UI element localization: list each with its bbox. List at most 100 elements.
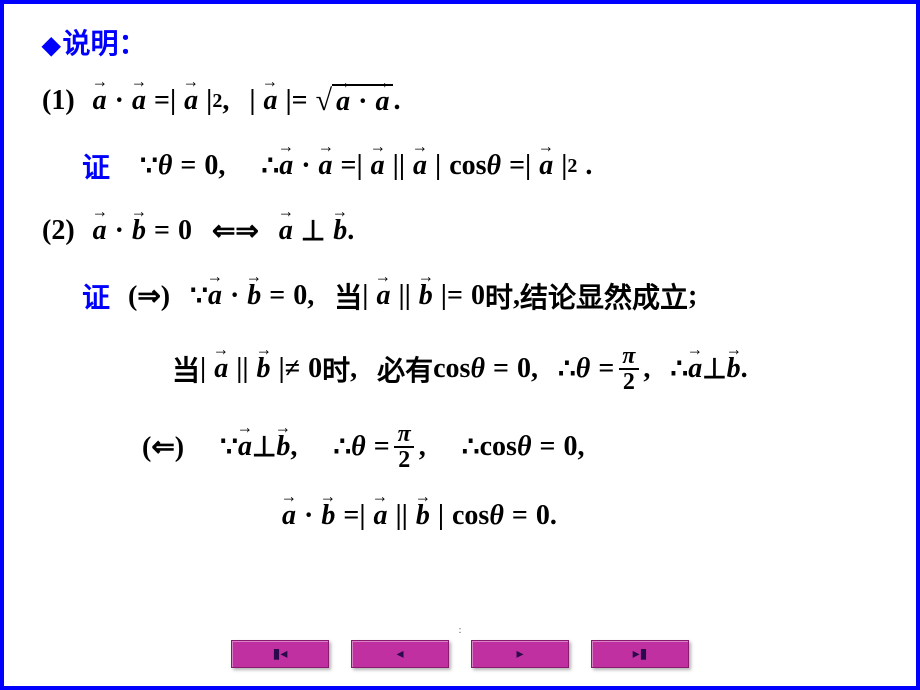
period: . xyxy=(550,500,557,532)
nav-first-button[interactable]: ▮◂ xyxy=(231,640,329,668)
cos: cos xyxy=(449,150,486,182)
theta: θ xyxy=(351,431,366,463)
dot: · xyxy=(304,500,313,532)
equals: = xyxy=(493,353,509,385)
statement-2: (2) a · b = 0 ⇐⇒ a ⊥ b . xyxy=(42,214,886,248)
sup-2: 2 xyxy=(212,90,222,113)
nav-bar: ▮◂ ◂ ▸ ▸▮ xyxy=(4,640,916,668)
item-number-2: (2) xyxy=(42,215,75,247)
zero: 0 xyxy=(178,215,192,247)
period: . xyxy=(347,215,354,247)
proof-2-back-2: a · b = | a | | b | cos θ = 0 . xyxy=(282,500,886,532)
therefore-icon: ∴ xyxy=(462,430,480,464)
equals: = xyxy=(447,280,463,312)
zero: 0 xyxy=(308,353,322,385)
vec-b: b xyxy=(132,215,146,247)
comma: , xyxy=(307,280,314,312)
comma: , xyxy=(643,353,650,385)
bar: | xyxy=(242,353,248,385)
nav-last-button[interactable]: ▸▮ xyxy=(591,640,689,668)
dot: · xyxy=(301,150,310,182)
vec-a: a xyxy=(279,215,293,247)
vec-b: b xyxy=(333,215,347,247)
cn-obvious: 结论显然成立 xyxy=(520,276,688,316)
proof-2-forward-1: 证 (⇒) ∵ a · b = 0 , 当 | a | | b | = 0 时 … xyxy=(82,276,886,316)
bar: | xyxy=(200,353,206,385)
sup-2: 2 xyxy=(567,155,577,178)
semicolon: ; xyxy=(688,280,697,312)
comma: , xyxy=(350,353,357,385)
bar: | xyxy=(399,150,405,182)
vec-a: a xyxy=(132,85,146,117)
bar: | xyxy=(362,280,368,312)
bar: | xyxy=(249,85,255,117)
vec-a: a xyxy=(93,85,107,117)
therefore-icon: ∴ xyxy=(333,430,351,464)
equals: = xyxy=(341,150,357,182)
theta: θ xyxy=(576,353,591,385)
vec-b: b xyxy=(247,280,261,312)
period: . xyxy=(585,150,592,182)
vec-a: a xyxy=(413,150,427,182)
vec-b: b xyxy=(419,280,433,312)
theta: θ xyxy=(489,500,504,532)
equals: = xyxy=(154,85,170,117)
proof-2-back-1: (⇐) ∵ a ⊥ b , ∴ θ = π 2 , ∴ cos θ = 0 , xyxy=(142,422,886,472)
therefore-icon: ∴ xyxy=(558,352,576,386)
equals: = xyxy=(343,500,359,532)
bar: | xyxy=(402,500,408,532)
equals: = xyxy=(512,500,528,532)
cn-must: 必有 xyxy=(377,349,433,389)
proof-2-forward-2: 当 | a | | b | ≠ 0 时 , 必有 cos θ = 0 , ∴ θ… xyxy=(172,344,886,394)
vec-b: b xyxy=(257,353,271,385)
vec-a: a xyxy=(539,150,553,182)
comma: , xyxy=(290,431,297,463)
equals: = xyxy=(374,431,390,463)
therefore-icon: ∴ xyxy=(261,149,279,183)
bar: | xyxy=(405,280,411,312)
fraction-pi-2: π 2 xyxy=(618,344,639,394)
heading: ◆说明： xyxy=(42,22,886,62)
nav-prev-button[interactable]: ◂ xyxy=(351,640,449,668)
zero: 0 xyxy=(563,431,577,463)
vec-a: a xyxy=(373,500,387,532)
because-icon: ∵ xyxy=(190,279,208,313)
cn-when: 当 xyxy=(334,276,362,316)
comma: , xyxy=(513,280,520,312)
theta: θ xyxy=(158,150,173,182)
theta: θ xyxy=(487,150,502,182)
perp-icon: ⊥ xyxy=(252,430,276,464)
vec-a: a xyxy=(279,150,293,182)
vec-a: a xyxy=(688,353,702,385)
cos: cos xyxy=(480,431,517,463)
proof-label: 证 xyxy=(82,146,110,186)
heading-text: 说明： xyxy=(62,29,146,60)
therefore-icon: ∴ xyxy=(670,352,688,386)
cn-shi: 时 xyxy=(485,276,513,316)
slide-content: ◆说明： (1) a · a = | a |2 , | a | = √ a · … xyxy=(4,4,916,532)
vec-a: a xyxy=(336,86,350,118)
vec-b: b xyxy=(321,500,335,532)
dot: · xyxy=(115,85,124,117)
bar: | xyxy=(357,150,363,182)
bar: | xyxy=(170,85,176,117)
comma: , xyxy=(222,85,229,117)
vec-a: a xyxy=(208,280,222,312)
nav-next-button[interactable]: ▸ xyxy=(471,640,569,668)
comma: , xyxy=(419,431,426,463)
cos: cos xyxy=(452,500,489,532)
dot: · xyxy=(230,280,239,312)
vec-b: b xyxy=(727,353,741,385)
equals: = xyxy=(180,150,196,182)
equals: = xyxy=(154,215,170,247)
perp-icon: ⊥ xyxy=(702,352,726,386)
item-number-1: (1) xyxy=(42,85,75,117)
theta: θ xyxy=(517,431,532,463)
equals: = xyxy=(292,85,308,117)
equals: = xyxy=(509,150,525,182)
perp-icon: ⊥ xyxy=(301,214,325,248)
cn-shi: 时 xyxy=(322,349,350,389)
because-icon: ∵ xyxy=(220,430,238,464)
comma: , xyxy=(531,353,538,385)
equals: = xyxy=(539,431,555,463)
